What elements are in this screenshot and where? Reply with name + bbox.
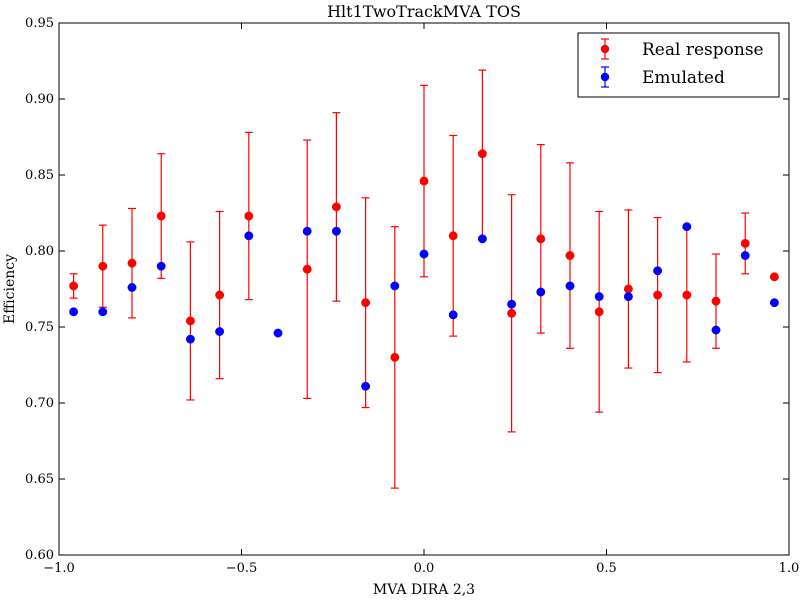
data-point xyxy=(185,334,195,344)
data-point xyxy=(244,231,254,241)
data-point xyxy=(682,222,692,232)
data-point xyxy=(448,231,458,241)
legend-label: Real response xyxy=(642,40,764,60)
chart-marks xyxy=(69,69,779,489)
x-tick-label: −1.0 xyxy=(43,561,75,576)
data-point xyxy=(536,287,546,297)
data-point xyxy=(361,381,371,391)
data-point xyxy=(448,310,458,320)
data-point xyxy=(127,283,137,292)
data-point xyxy=(565,281,575,291)
data-point xyxy=(156,211,166,221)
data-point xyxy=(536,234,546,244)
x-tick-label: −0.5 xyxy=(226,561,258,576)
x-tick-label: 0.0 xyxy=(414,561,435,576)
y-tick-label: 0.60 xyxy=(25,548,54,563)
data-point xyxy=(740,251,750,261)
data-point xyxy=(477,234,487,244)
chart-title: Hlt1TwoTrackMVA TOS xyxy=(327,2,521,21)
data-point xyxy=(215,327,225,337)
data-point xyxy=(302,226,312,236)
legend-marker xyxy=(600,44,610,54)
data-point xyxy=(390,281,400,291)
data-point xyxy=(711,325,721,335)
y-tick-label: 0.80 xyxy=(25,244,54,259)
legend-label: Emulated xyxy=(642,68,725,88)
data-point xyxy=(98,307,108,317)
data-point xyxy=(419,176,429,186)
data-point xyxy=(390,352,400,362)
series-real-response xyxy=(69,69,779,489)
data-point xyxy=(185,316,195,326)
legend-marker xyxy=(600,72,610,82)
data-point xyxy=(769,298,779,308)
data-point xyxy=(215,290,225,300)
data-point xyxy=(623,284,633,294)
data-point xyxy=(477,149,487,159)
data-point xyxy=(331,226,341,236)
data-point xyxy=(69,281,79,291)
data-point xyxy=(331,202,341,212)
data-point xyxy=(769,272,779,282)
y-tick-label: 0.95 xyxy=(25,16,54,31)
data-point xyxy=(594,292,604,302)
chart-legend: Real response Emulated xyxy=(577,32,780,98)
data-point xyxy=(653,266,663,276)
data-point xyxy=(419,249,429,259)
x-tick-label: 1.0 xyxy=(779,561,800,576)
data-point xyxy=(302,264,312,274)
data-point xyxy=(98,261,108,271)
data-point xyxy=(244,211,254,221)
series-emulated xyxy=(69,222,779,391)
data-point xyxy=(623,292,633,302)
y-tick-label: 0.75 xyxy=(25,320,54,335)
data-point xyxy=(565,251,575,261)
x-axis-label: MVA DIRA 2,3 xyxy=(373,582,475,598)
y-tick-label: 0.65 xyxy=(25,472,54,487)
data-point xyxy=(507,308,517,318)
legend-box xyxy=(577,32,780,98)
data-point xyxy=(594,307,604,317)
axis-ticks: −1.0 −0.5 0.0 0.5 1.0 0.60 0.65 0.70 0.75 0.80 0.8… xyxy=(25,16,799,576)
legend-items: Real response Emulated xyxy=(600,38,764,88)
y-tick-label: 0.85 xyxy=(25,168,54,183)
data-point xyxy=(507,299,517,309)
data-point xyxy=(127,258,137,268)
y-tick-label: 0.90 xyxy=(25,92,54,107)
data-point xyxy=(682,290,692,300)
y-axis-label: Efficiency xyxy=(2,254,18,324)
y-tick-label: 0.70 xyxy=(25,396,54,411)
x-tick-label: 0.5 xyxy=(596,561,617,576)
data-point xyxy=(156,261,166,271)
data-point xyxy=(361,298,371,308)
data-point xyxy=(273,328,283,338)
data-point xyxy=(69,307,79,317)
data-point xyxy=(740,238,750,248)
data-point xyxy=(653,290,663,300)
data-point xyxy=(711,296,721,306)
